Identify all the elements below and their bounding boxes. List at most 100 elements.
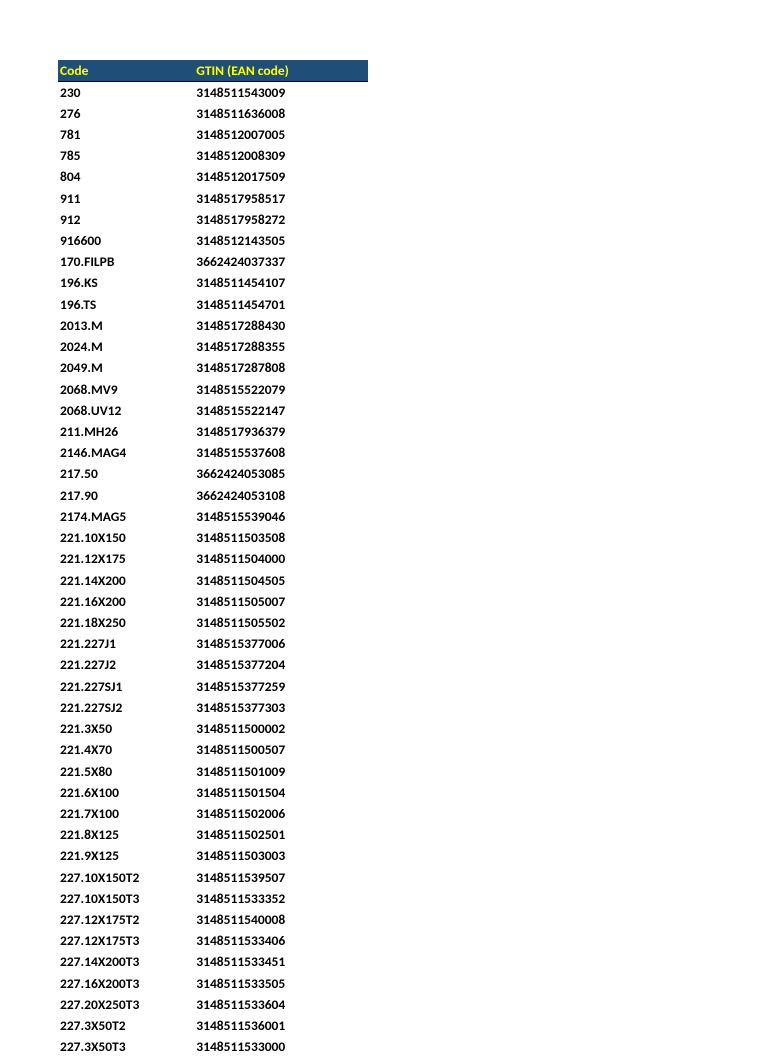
cell-code: 221.5X80: [58, 761, 194, 782]
cell-gtin: 3148511505007: [194, 591, 368, 612]
table-row: 221.6X1003148511501504: [58, 782, 368, 803]
table-row: 170.FILPB3662424037337: [58, 252, 368, 273]
table-row: 2024.M3148517288355: [58, 337, 368, 358]
cell-code: 196.KS: [58, 273, 194, 294]
table-row: 2013.M3148517288430: [58, 315, 368, 336]
table-row: 7853148512008309: [58, 146, 368, 167]
table-row: 221.12X1753148511504000: [58, 549, 368, 570]
cell-code: 221.16X200: [58, 591, 194, 612]
cell-gtin: 3662424037337: [194, 252, 368, 273]
table-row: 221.8X1253148511502501: [58, 825, 368, 846]
cell-code: 227.10X150T2: [58, 867, 194, 888]
cell-code: 227.20X250T3: [58, 994, 194, 1015]
table-row: 221.18X2503148511505502: [58, 612, 368, 633]
cell-gtin: 3148511533000: [194, 1037, 368, 1058]
cell-code: 221.227SJ2: [58, 697, 194, 718]
cell-code: 221.18X250: [58, 612, 194, 633]
cell-code: 912: [58, 209, 194, 230]
cell-gtin: 3662424053108: [194, 485, 368, 506]
cell-gtin: 3148515377303: [194, 697, 368, 718]
table-row: 217.903662424053108: [58, 485, 368, 506]
table-row: 221.10X1503148511503508: [58, 528, 368, 549]
cell-gtin: 3148511636008: [194, 103, 368, 124]
header-gtin: GTIN (EAN code): [194, 60, 368, 82]
cell-code: 170.FILPB: [58, 252, 194, 273]
table-row: 221.227SJ13148515377259: [58, 676, 368, 697]
table-row: 2049.M3148517287808: [58, 358, 368, 379]
cell-gtin: 3148515522147: [194, 400, 368, 421]
table-row: 221.16X2003148511505007: [58, 591, 368, 612]
cell-gtin: 3148515377259: [194, 676, 368, 697]
cell-gtin: 3148511533406: [194, 931, 368, 952]
table-row: 227.12X175T23148511540008: [58, 910, 368, 931]
cell-code: 2049.M: [58, 358, 194, 379]
table-row: 221.9X1253148511503003: [58, 846, 368, 867]
table-row: 221.3X503148511500002: [58, 719, 368, 740]
cell-gtin: 3148511503508: [194, 528, 368, 549]
cell-gtin: 3662424053085: [194, 464, 368, 485]
header-code: Code: [58, 60, 194, 82]
table-row: 217.503662424053085: [58, 464, 368, 485]
cell-gtin: 3148511533352: [194, 888, 368, 909]
cell-gtin: 3148511502006: [194, 803, 368, 824]
table-row: 221.4X703148511500507: [58, 740, 368, 761]
cell-gtin: 3148511540008: [194, 910, 368, 931]
cell-gtin: 3148511533505: [194, 973, 368, 994]
cell-gtin: 3148512143505: [194, 231, 368, 252]
table-row: 221.227J23148515377204: [58, 655, 368, 676]
table-row: 7813148512007005: [58, 124, 368, 145]
cell-gtin: 3148517958517: [194, 188, 368, 209]
table-row: 9123148517958272: [58, 209, 368, 230]
cell-code: 221.12X175: [58, 549, 194, 570]
cell-code: 227.12X175T2: [58, 910, 194, 931]
table-header-row: Code GTIN (EAN code): [58, 60, 368, 82]
cell-code: 221.10X150: [58, 528, 194, 549]
cell-code: 196.TS: [58, 294, 194, 315]
cell-code: 221.3X50: [58, 719, 194, 740]
table-row: 221.227SJ23148515377303: [58, 697, 368, 718]
cell-code: 227.16X200T3: [58, 973, 194, 994]
cell-code: 2024.M: [58, 337, 194, 358]
cell-code: 227.14X200T3: [58, 952, 194, 973]
cell-gtin: 3148511501009: [194, 761, 368, 782]
table-row: 2174.MAG53148515539046: [58, 506, 368, 527]
table-row: 196.KS3148511454107: [58, 273, 368, 294]
table-row: 2763148511636008: [58, 103, 368, 124]
cell-gtin: 3148511533451: [194, 952, 368, 973]
cell-gtin: 3148512017509: [194, 167, 368, 188]
cell-gtin: 3148511504505: [194, 570, 368, 591]
table-row: 227.10X150T23148511539507: [58, 867, 368, 888]
cell-code: 227.10X150T3: [58, 888, 194, 909]
table-row: 196.TS3148511454701: [58, 294, 368, 315]
cell-gtin: 3148511536001: [194, 1016, 368, 1037]
cell-code: 211.MH26: [58, 422, 194, 443]
table-row: 2303148511543009: [58, 82, 368, 104]
cell-gtin: 3148517288430: [194, 315, 368, 336]
table-row: 9113148517958517: [58, 188, 368, 209]
cell-gtin: 3148517287808: [194, 358, 368, 379]
cell-code: 221.8X125: [58, 825, 194, 846]
cell-code: 221.227J2: [58, 655, 194, 676]
table-row: 221.14X2003148511504505: [58, 570, 368, 591]
cell-code: 2174.MAG5: [58, 506, 194, 527]
cell-gtin: 3148511454107: [194, 273, 368, 294]
cell-code: 2068.UV12: [58, 400, 194, 421]
cell-gtin: 3148517936379: [194, 422, 368, 443]
cell-code: 2013.M: [58, 315, 194, 336]
cell-code: 916600: [58, 231, 194, 252]
cell-gtin: 3148511454701: [194, 294, 368, 315]
cell-code: 221.14X200: [58, 570, 194, 591]
table-row: 227.12X175T33148511533406: [58, 931, 368, 952]
cell-code: 227.3X50T2: [58, 1016, 194, 1037]
cell-code: 785: [58, 146, 194, 167]
table-row: 227.3X50T23148511536001: [58, 1016, 368, 1037]
table-row: 227.3X50T33148511533000: [58, 1037, 368, 1058]
cell-gtin: 3148511502501: [194, 825, 368, 846]
cell-code: 221.9X125: [58, 846, 194, 867]
cell-gtin: 3148511539507: [194, 867, 368, 888]
cell-gtin: 3148515539046: [194, 506, 368, 527]
cell-gtin: 3148512008309: [194, 146, 368, 167]
cell-code: 804: [58, 167, 194, 188]
cell-code: 221.4X70: [58, 740, 194, 761]
cell-code: 230: [58, 82, 194, 104]
